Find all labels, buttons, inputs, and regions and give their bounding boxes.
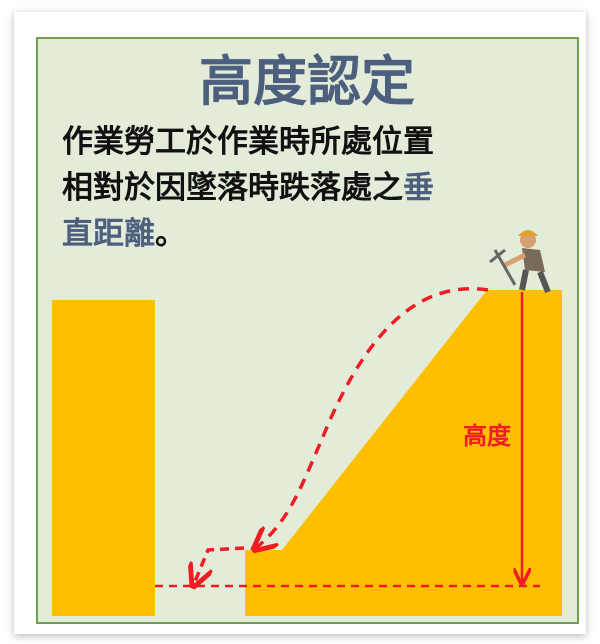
- highlight: 垂: [403, 170, 434, 206]
- description-line: 相對於因墜落時跌落處之垂: [62, 170, 434, 206]
- left-block: [52, 300, 155, 616]
- slope-block: [245, 290, 562, 616]
- highlight: 直距離: [62, 216, 155, 252]
- fall-path: [256, 287, 489, 548]
- description-line: 直距離。: [62, 216, 186, 252]
- title: 高度認定: [199, 50, 415, 113]
- text: 。: [155, 216, 186, 252]
- worker-icon: [489, 230, 551, 294]
- fall-path: [194, 546, 245, 584]
- height-label: 高度: [463, 422, 512, 450]
- description-line: 作業勞工於作業時所處位置: [62, 124, 434, 160]
- text: 相對於因墜落時跌落處之: [62, 170, 403, 206]
